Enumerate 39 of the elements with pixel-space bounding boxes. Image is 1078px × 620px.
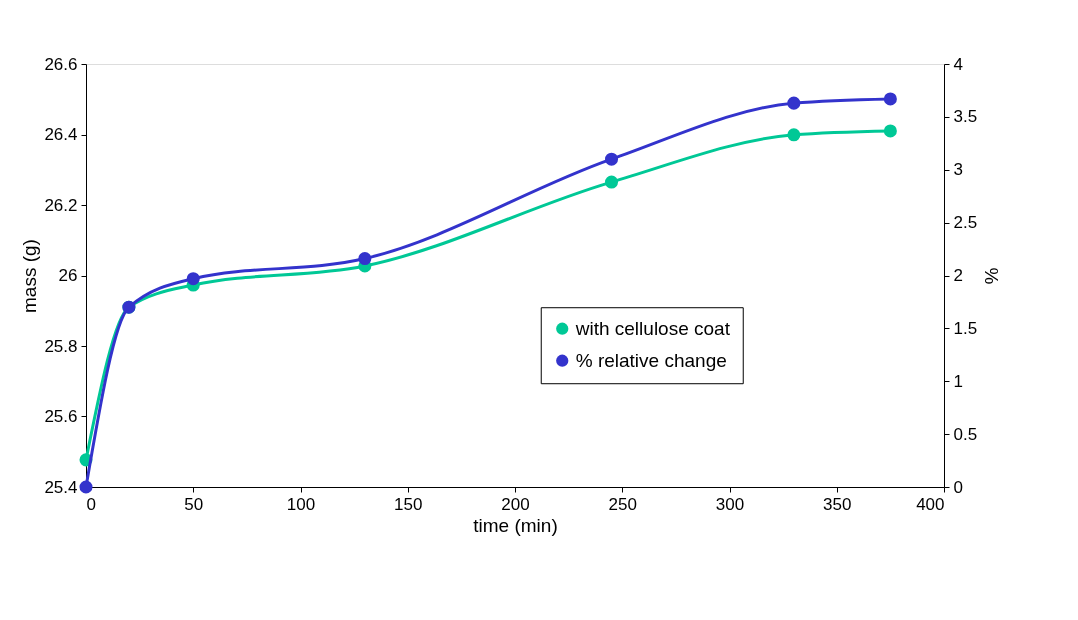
x-tick-label: 50 (184, 494, 204, 514)
point (358, 252, 372, 266)
y-axis-title: mass (g) (19, 239, 41, 313)
point (883, 92, 897, 106)
y2-tick-label: 3 (953, 160, 963, 180)
legend-label: % relative change (575, 349, 727, 371)
legend-label: with cellulose coat (574, 317, 731, 339)
x-axis-title: time (min) (473, 514, 558, 536)
x-tick-label: 350 (823, 494, 852, 514)
x-tick-label: 250 (608, 494, 637, 514)
y2-tick-label: 4 (953, 54, 963, 74)
point (186, 272, 200, 286)
point (883, 124, 897, 138)
y-tick-label: 25.8 (44, 336, 78, 356)
y2-tick-label: 0.5 (953, 424, 978, 444)
point (79, 480, 93, 494)
point (605, 175, 619, 189)
y2-tick-label: 2.5 (953, 213, 978, 233)
y2-tick-label: 0 (953, 477, 963, 497)
y-tick-label: 25.6 (44, 407, 78, 426)
point (787, 128, 801, 142)
y-tick-label: 26.2 (44, 195, 78, 215)
y2-tick-label: 3.5 (953, 107, 978, 127)
x-tick-label: 300 (715, 494, 745, 514)
x-tick-label: 150 (394, 494, 423, 514)
point (787, 96, 801, 110)
x-tick-label: 0 (86, 494, 96, 514)
y2-tick-label: 1.5 (953, 318, 978, 338)
y-tick-label: 26.6 (44, 54, 78, 74)
point (605, 152, 619, 166)
y2-tick-label: 1 (953, 371, 963, 391)
x-tick-label: 200 (501, 494, 530, 514)
y-tick-label: 26.4 (44, 125, 78, 144)
x-tick-label: 100 (286, 494, 316, 514)
y2-tick-label: 2 (953, 266, 963, 285)
x-tick-label: 400 (916, 494, 945, 514)
y-tick-label: 25.4 (44, 477, 78, 497)
y2-axis-title: % (981, 267, 1003, 285)
y-tick-label: 26 (58, 266, 78, 285)
